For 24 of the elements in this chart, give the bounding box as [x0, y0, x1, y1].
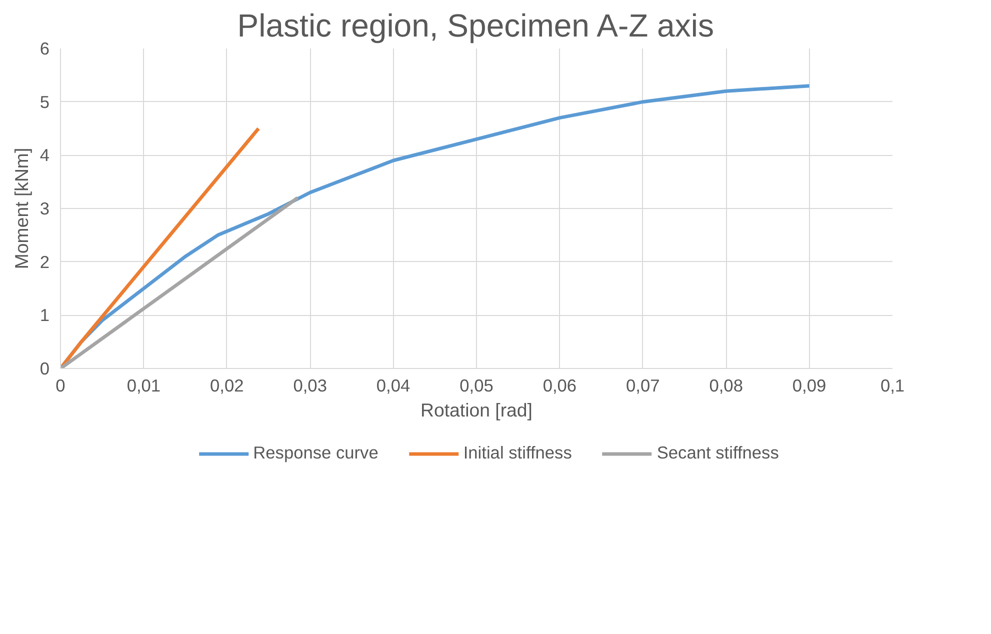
- x-tick-label: 0,01: [126, 376, 161, 396]
- x-tick-label: 0,09: [792, 376, 826, 396]
- chart-title: Plastic region, Specimen A-Z axis: [237, 8, 714, 44]
- x-tick-label: 0,03: [293, 376, 327, 396]
- x-tick-label: 0,04: [376, 376, 411, 396]
- x-tick-label: 0,06: [542, 376, 577, 396]
- x-tick-label: 0: [56, 376, 66, 396]
- legend-label: Secant stiffness: [656, 442, 779, 464]
- y-axis-title: Moment [kNm]: [10, 148, 32, 270]
- x-tick-label: 0,07: [626, 376, 660, 396]
- y-tick-label: 6: [40, 38, 50, 58]
- y-tick-label: 1: [40, 305, 50, 326]
- y-tick-label: 2: [40, 252, 50, 272]
- legend-label: Initial stiffness: [463, 442, 572, 464]
- y-tick-label: 5: [40, 92, 50, 112]
- legend-label: Response curve: [253, 442, 378, 464]
- x-tick-label: 0,05: [460, 376, 494, 396]
- x-tick-label: 0,02: [210, 376, 244, 396]
- y-tick-label: 4: [40, 145, 50, 166]
- x-tick-label: 0,1: [880, 376, 905, 396]
- y-tick-label: 3: [40, 198, 50, 218]
- x-axis-title: Rotation [rad]: [420, 400, 533, 420]
- x-tick-label: 0,08: [709, 376, 743, 396]
- y-tick-label: 0: [40, 358, 50, 378]
